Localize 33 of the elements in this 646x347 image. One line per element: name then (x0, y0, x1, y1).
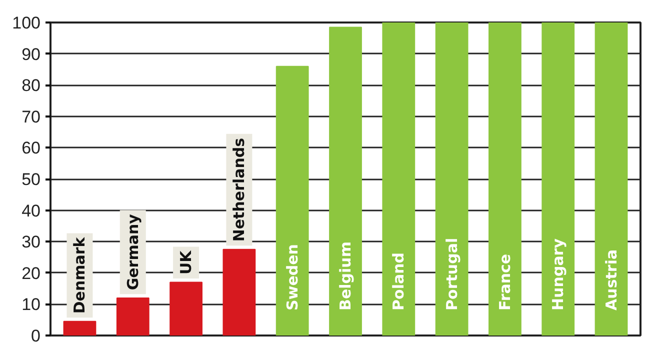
x-tick-label: Netherlands (230, 138, 248, 242)
x-tick-label: Portugal (442, 238, 461, 310)
x-tick-label: Denmark (70, 236, 89, 314)
y-tick-label: 0 (31, 326, 41, 346)
x-tick-label: France (496, 254, 514, 310)
x-tick-label: UK (177, 249, 196, 275)
x-tick-label: Sweden (283, 244, 302, 310)
y-tick-label: 40 (22, 201, 41, 220)
y-tick-label: 80 (22, 76, 41, 96)
bar (382, 22, 416, 336)
y-tick-label: 100 (12, 14, 41, 32)
y-tick-label: 60 (22, 138, 41, 158)
bar (170, 282, 202, 336)
bar (542, 22, 575, 336)
x-tick-label: Poland (390, 252, 408, 310)
bar (594, 22, 628, 336)
bar (435, 22, 468, 336)
bar (116, 297, 150, 336)
y-tick-label: 30 (22, 232, 41, 252)
y-tick-label: 50 (22, 170, 41, 189)
x-tick-label: Germany (124, 214, 142, 290)
x-tick-label: Belgium (336, 242, 354, 310)
bar (276, 66, 309, 336)
bar (488, 22, 522, 336)
bar (329, 26, 362, 336)
y-tick-label: 10 (22, 295, 41, 314)
y-tick-label: 70 (22, 107, 41, 126)
bar (222, 248, 256, 336)
y-tick-label: 20 (22, 264, 41, 283)
x-tick-label: Austria (602, 249, 620, 310)
bar (63, 320, 96, 336)
y-tick-label: 90 (22, 44, 41, 64)
x-tick-label: Hungary (549, 238, 568, 310)
